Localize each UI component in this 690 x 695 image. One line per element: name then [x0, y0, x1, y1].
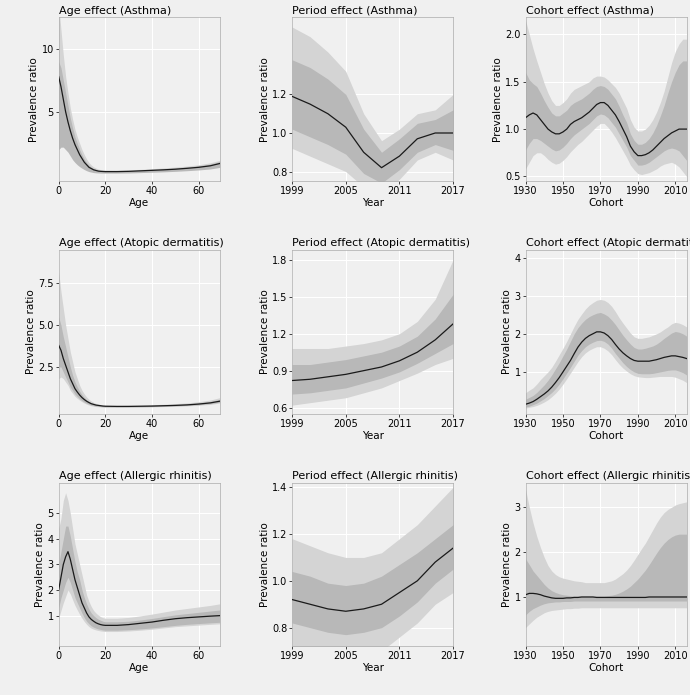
Text: Cohort effect (Allergic rhinitis): Cohort effect (Allergic rhinitis) [526, 471, 690, 481]
X-axis label: Year: Year [362, 198, 384, 208]
X-axis label: Year: Year [362, 663, 384, 673]
Y-axis label: Prevalence ratio: Prevalence ratio [35, 522, 46, 607]
Y-axis label: Prevalence ratio: Prevalence ratio [26, 290, 36, 374]
Y-axis label: Prevalence ratio: Prevalence ratio [502, 522, 513, 607]
Text: Period effect (Asthma): Period effect (Asthma) [292, 6, 417, 16]
Y-axis label: Prevalence ratio: Prevalence ratio [259, 57, 270, 142]
X-axis label: Cohort: Cohort [589, 663, 624, 673]
Y-axis label: Prevalence ratio: Prevalence ratio [502, 290, 513, 374]
Text: Period effect (Allergic rhinitis): Period effect (Allergic rhinitis) [292, 471, 458, 481]
X-axis label: Age: Age [129, 198, 149, 208]
X-axis label: Year: Year [362, 431, 384, 441]
X-axis label: Cohort: Cohort [589, 431, 624, 441]
X-axis label: Age: Age [129, 431, 149, 441]
Text: Age effect (Asthma): Age effect (Asthma) [59, 6, 171, 16]
Text: Cohort effect (Atopic dermatitis): Cohort effect (Atopic dermatitis) [526, 238, 690, 249]
Text: Age effect (Allergic rhinitis): Age effect (Allergic rhinitis) [59, 471, 211, 481]
Y-axis label: Prevalence ratio: Prevalence ratio [259, 522, 270, 607]
Text: Period effect (Atopic dermatitis): Period effect (Atopic dermatitis) [292, 238, 470, 249]
Y-axis label: Prevalence ratio: Prevalence ratio [30, 57, 39, 142]
X-axis label: Age: Age [129, 663, 149, 673]
Text: Age effect (Atopic dermatitis): Age effect (Atopic dermatitis) [59, 238, 224, 249]
Y-axis label: Prevalence ratio: Prevalence ratio [259, 290, 270, 374]
X-axis label: Cohort: Cohort [589, 198, 624, 208]
Text: Cohort effect (Asthma): Cohort effect (Asthma) [526, 6, 653, 16]
Y-axis label: Prevalence ratio: Prevalence ratio [493, 57, 503, 142]
